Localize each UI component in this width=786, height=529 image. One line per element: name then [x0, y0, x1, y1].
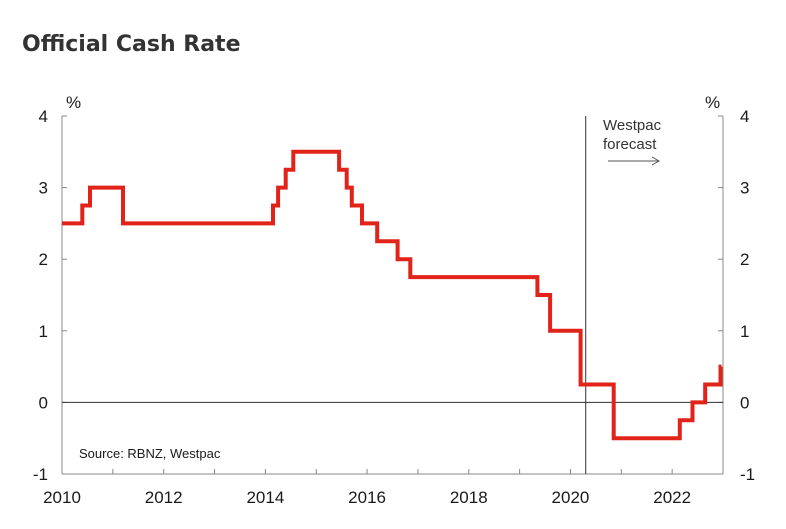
x-tick-label: 2016 — [348, 488, 386, 507]
x-tick-label: 2020 — [552, 488, 590, 507]
left-y-tick-label: 1 — [39, 322, 48, 341]
forecast-label-line1: Westpac — [603, 117, 662, 134]
x-tick-label: 2014 — [246, 488, 284, 507]
right-y-tick-label: 2 — [740, 250, 749, 269]
x-tick-label: 2022 — [653, 488, 691, 507]
right-y-tick-label: 3 — [740, 179, 749, 198]
left-y-tick-label: 2 — [39, 250, 48, 269]
x-tick-label: 2010 — [43, 488, 81, 507]
left-y-tick-label: 4 — [39, 107, 48, 126]
left-axis-unit: % — [66, 93, 81, 112]
left-y-tick-label: -1 — [33, 465, 48, 484]
series-line — [62, 149, 723, 441]
x-tick-label: 2012 — [145, 488, 183, 507]
left-y-tick-label: 3 — [39, 179, 48, 198]
left-y-tick-label: 0 — [39, 393, 48, 412]
source-note: Source: RBNZ, Westpac — [79, 446, 221, 461]
right-axis-unit: % — [705, 93, 720, 112]
left-y-axis: -1 0 1 2 3 4 — [33, 107, 67, 484]
forecast-arrow-icon — [608, 156, 661, 166]
right-y-tick-label: 1 — [740, 322, 749, 341]
forecast-label-line2: forecast — [603, 136, 657, 153]
right-y-tick-label: 0 — [740, 393, 749, 412]
x-tick-label: 2018 — [450, 488, 488, 507]
right-y-axis: -1 0 1 2 3 4 — [718, 107, 755, 484]
right-y-tick-label: -1 — [740, 465, 755, 484]
right-y-tick-label: 4 — [740, 107, 749, 126]
x-axis: 2010 2012 2014 2016 2018 2020 2022 — [43, 469, 724, 507]
ocr-step-line — [62, 149, 723, 441]
chart-title: Official Cash Rate — [22, 32, 241, 57]
